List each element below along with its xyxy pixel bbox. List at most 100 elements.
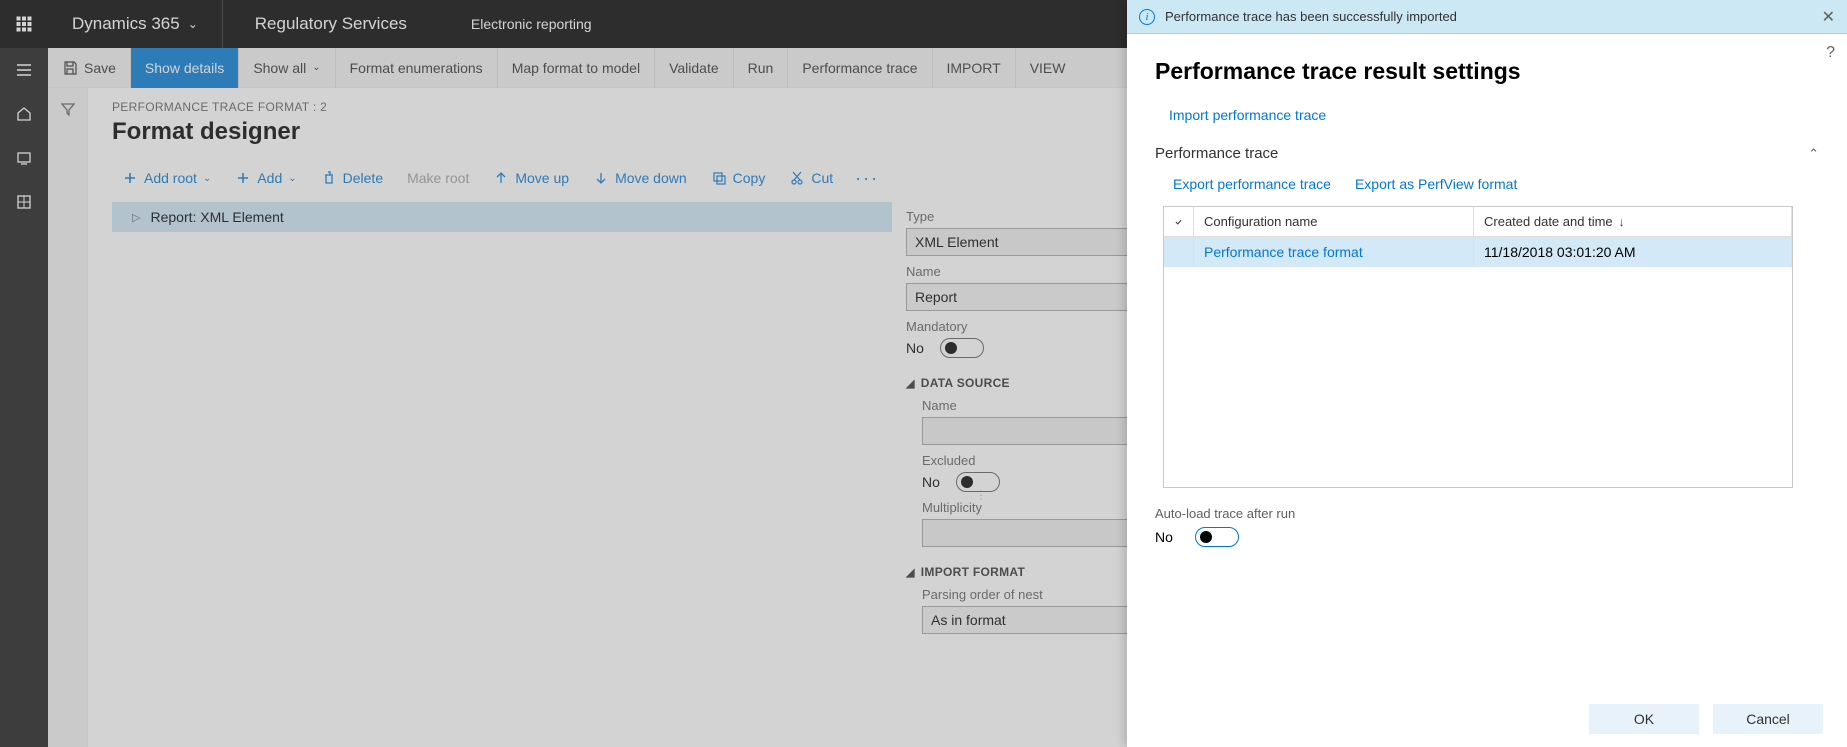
check-icon	[1174, 215, 1183, 229]
grid-icon	[15, 193, 33, 211]
row-checkbox[interactable]	[1164, 237, 1194, 267]
table-empty-area	[1164, 267, 1792, 487]
brand-label: Dynamics 365	[72, 14, 180, 34]
move-down-button[interactable]: Move down	[583, 164, 697, 192]
plus-icon	[235, 170, 251, 186]
ok-button[interactable]: OK	[1589, 704, 1699, 734]
app-launcher-button[interactable]	[0, 0, 48, 48]
help-button[interactable]: ?	[1826, 44, 1835, 62]
excluded-toggle[interactable]	[956, 472, 1000, 492]
save-label: Save	[84, 60, 116, 76]
row-config-name[interactable]: Performance trace format	[1194, 237, 1474, 267]
show-all-label: Show all	[253, 60, 306, 76]
caret-icon: ◢	[906, 566, 915, 579]
tree-item[interactable]: ▷ Report: XML Element	[112, 202, 892, 232]
home-button[interactable]	[0, 92, 48, 136]
format-enum-button[interactable]: Format enumerations	[336, 48, 498, 88]
autoload-value: No	[1155, 529, 1173, 545]
module-button[interactable]	[0, 180, 48, 224]
mandatory-value: No	[906, 340, 924, 356]
hamburger-icon	[15, 61, 33, 79]
validate-label: Validate	[669, 60, 719, 76]
show-all-button[interactable]: Show all ⌄	[239, 48, 335, 88]
mandatory-toggle[interactable]	[940, 338, 984, 358]
chevron-down-icon: ⌄	[312, 62, 320, 73]
import-trace-link[interactable]: Import performance trace	[1169, 103, 1326, 127]
expand-icon[interactable]: ▷	[132, 211, 140, 224]
brand-menu[interactable]: Dynamics 365 ⌄	[48, 14, 222, 34]
module-label: Regulatory Services	[222, 0, 439, 48]
save-button[interactable]: Save	[48, 48, 131, 88]
side-panel: i Performance trace has been successfull…	[1127, 0, 1847, 747]
map-format-label: Map format to model	[512, 60, 640, 76]
copy-button[interactable]: Copy	[701, 164, 776, 192]
cut-button[interactable]: Cut	[779, 164, 843, 192]
export-perfview-link[interactable]: Export as PerfView format	[1355, 172, 1517, 196]
panel-title: Performance trace result settings	[1155, 58, 1819, 85]
home-icon	[15, 105, 33, 123]
filter-icon	[59, 100, 77, 118]
map-format-button[interactable]: Map format to model	[498, 48, 655, 88]
chevron-down-icon: ⌄	[203, 173, 211, 184]
autoload-toggle[interactable]	[1195, 527, 1239, 547]
import-button[interactable]: IMPORT	[933, 48, 1016, 88]
tree-item-label: Report: XML Element	[150, 209, 283, 225]
move-up-button[interactable]: Move up	[483, 164, 579, 192]
show-details-label: Show details	[145, 60, 224, 76]
perf-trace-button[interactable]: Performance trace	[788, 48, 932, 88]
panel-body: Performance trace result settings Import…	[1127, 34, 1847, 691]
sort-desc-icon: ↓	[1619, 215, 1625, 229]
export-trace-link[interactable]: Export performance trace	[1173, 172, 1331, 196]
arrow-down-icon	[593, 170, 609, 186]
copy-icon	[711, 170, 727, 186]
row-date: 11/18/2018 03:01:20 AM	[1474, 237, 1792, 267]
close-info-button[interactable]: ✕	[1822, 7, 1835, 27]
autoload-label: Auto-load trace after run	[1155, 506, 1819, 521]
panel-footer: OK Cancel	[1127, 691, 1847, 747]
run-button[interactable]: Run	[734, 48, 789, 88]
trash-icon	[321, 170, 337, 186]
submodule-label: Electronic reporting	[439, 0, 624, 48]
info-message: Performance trace has been successfully …	[1165, 9, 1457, 24]
format-enum-label: Format enumerations	[350, 60, 483, 76]
show-details-button[interactable]: Show details	[131, 48, 239, 88]
view-label: VIEW	[1030, 60, 1066, 76]
plus-icon	[122, 170, 138, 186]
delete-button[interactable]: Delete	[311, 164, 393, 192]
view-button[interactable]: VIEW	[1016, 48, 1080, 88]
excluded-value: No	[922, 474, 940, 490]
caret-icon: ◢	[906, 377, 915, 390]
select-all-checkbox[interactable]	[1164, 207, 1194, 237]
validate-button[interactable]: Validate	[655, 48, 734, 88]
waffle-icon	[16, 16, 32, 32]
hamburger-button[interactable]	[0, 48, 48, 92]
make-root-button: Make root	[397, 164, 479, 192]
info-icon: i	[1139, 9, 1155, 25]
cancel-button[interactable]: Cancel	[1713, 704, 1823, 734]
cut-icon	[789, 170, 805, 186]
filter-column	[48, 88, 88, 747]
trace-table: Configuration name Created date and time…	[1163, 206, 1793, 488]
recent-button[interactable]	[0, 136, 48, 180]
add-root-button[interactable]: Add root ⌄	[112, 164, 221, 192]
format-tree: ▷ Report: XML Element	[112, 202, 892, 232]
perf-trace-section[interactable]: Performance trace ⌃	[1155, 145, 1819, 162]
section-title: Performance trace	[1155, 145, 1278, 162]
screen-icon	[15, 149, 33, 167]
info-bar: i Performance trace has been successfull…	[1127, 0, 1847, 34]
save-icon	[62, 60, 78, 76]
col-config-name[interactable]: Configuration name	[1194, 207, 1474, 237]
col-date[interactable]: Created date and time↓	[1474, 207, 1792, 237]
arrow-up-icon	[493, 170, 509, 186]
more-button[interactable]: ···	[847, 168, 887, 189]
chevron-up-icon: ⌃	[1808, 146, 1819, 162]
run-label: Run	[748, 60, 774, 76]
import-label: IMPORT	[947, 60, 1001, 76]
chevron-down-icon: ⌄	[288, 173, 296, 184]
table-row[interactable]: Performance trace format 11/18/2018 03:0…	[1164, 237, 1792, 267]
left-nav-rail	[0, 48, 48, 747]
add-button[interactable]: Add ⌄	[225, 164, 306, 192]
filter-button[interactable]	[59, 100, 77, 123]
perf-trace-label: Performance trace	[802, 60, 917, 76]
chevron-down-icon: ⌄	[188, 17, 198, 31]
